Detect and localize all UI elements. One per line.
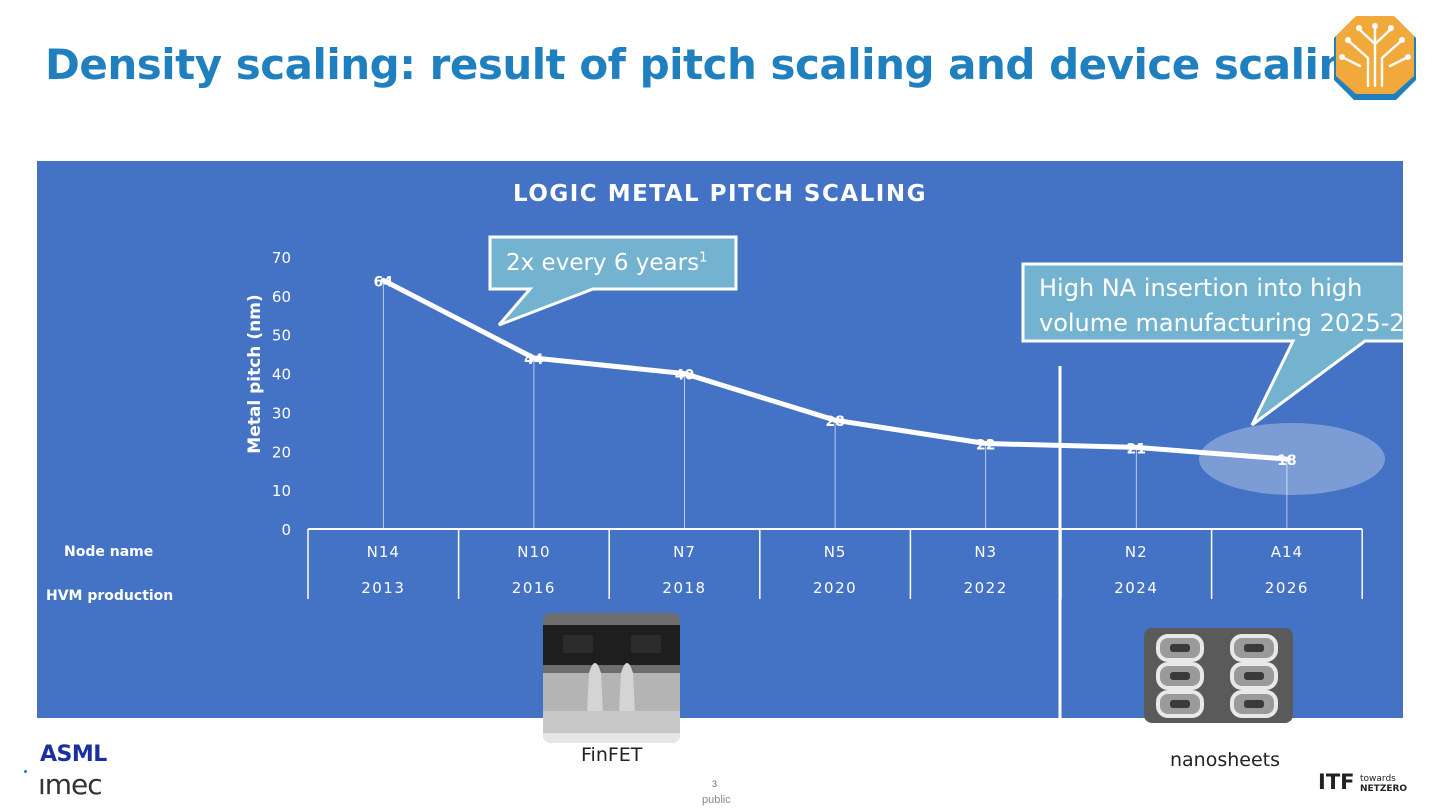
category-label: A14 [1271, 543, 1303, 561]
y-tick-label: 30 [272, 404, 291, 422]
data-label: 18 [1277, 453, 1296, 469]
y-axis-label: Metal pitch (nm) [245, 294, 265, 454]
year-label: 2016 [512, 579, 556, 597]
y-tick-label: 50 [272, 327, 291, 345]
year-label: 2018 [662, 579, 706, 597]
finfet-micrograph-icon [543, 613, 680, 743]
tree-chip-logo-icon [1334, 16, 1416, 100]
data-label: 64 [374, 274, 394, 290]
rate-callout-footnote: 1 [699, 250, 708, 266]
data-label: 40 [675, 368, 695, 384]
a14-highlight-ellipse [1199, 423, 1385, 495]
chart-title: LOGIC METAL PITCH SCALING [512, 181, 927, 207]
asml-logo: ASML [40, 742, 107, 767]
y-tick-label: 70 [272, 249, 291, 267]
y-tick-label: 60 [272, 288, 291, 306]
data-label: 22 [976, 438, 995, 454]
category-label: N7 [673, 543, 696, 561]
category-label: N3 [974, 543, 997, 561]
data-label: 21 [1127, 441, 1146, 457]
y-tick-label: 20 [272, 443, 291, 461]
category-label: N5 [824, 543, 847, 561]
bullet-dot [24, 770, 27, 773]
nanosheets-caption: nanosheets [1170, 749, 1281, 771]
timeline-divider-extension [1059, 718, 1062, 810]
itf-tagline: towards NETZERO [1360, 774, 1407, 794]
metal-pitch-series-line [380, 277, 1290, 462]
rate-callout-text: 2x every 6 years1 [506, 250, 707, 276]
high-na-callout-box [1021, 262, 1403, 427]
chart-panel: 0 10 20 30 40 50 60 70 N14 2013 N10 2016 N7 2018 N5 202… [37, 161, 1437, 718]
year-label: 2022 [964, 579, 1008, 597]
year-label: 2026 [1265, 579, 1309, 597]
rate-callout-label: 2x every 6 years [506, 250, 700, 276]
high-na-callout-line1: High NA insertion into high [1039, 274, 1363, 302]
y-tick-label: 0 [281, 521, 291, 539]
row-label-node: Node name [64, 544, 154, 560]
imec-logo: ımec [38, 768, 103, 801]
data-label: 28 [825, 414, 844, 430]
year-label: 2013 [361, 579, 405, 597]
category-label: N14 [367, 543, 400, 561]
rate-callout-box [488, 235, 738, 327]
page-number: 3 [712, 779, 718, 789]
category-label: N10 [517, 543, 550, 561]
classification-label: public [702, 794, 731, 806]
year-label: 2024 [1114, 579, 1158, 597]
metal-pitch-chart: 0 10 20 30 40 50 60 70 N14 2013 N10 2016 N7 2018 N5 202… [272, 235, 1403, 718]
y-tick-label: 40 [272, 366, 291, 384]
high-na-callout-line2: volume manufacturing 2025-2026 [1039, 306, 1437, 341]
category-label: N2 [1125, 543, 1148, 561]
y-tick-label: 10 [272, 482, 291, 500]
slide-title: Density scaling: result of pitch scaling… [45, 40, 1378, 89]
nanosheets-micrograph-icon [1144, 628, 1293, 723]
data-label: 44 [524, 352, 544, 368]
high-na-callout-text: High NA insertion into high volume manuf… [1039, 271, 1437, 341]
high-na-callout-line2-text: volume manufacturing 2025-2026 [1039, 309, 1437, 337]
nanosheets-image [1144, 628, 1293, 723]
row-label-hvm: HVM production [46, 588, 174, 604]
finfet-image [543, 613, 680, 743]
itf-tagline-top: towards [1360, 774, 1396, 784]
finfet-caption: FinFET [581, 744, 643, 766]
itf-tagline-bottom: NETZERO [1360, 784, 1408, 794]
year-label: 2020 [813, 579, 857, 597]
itf-logo: ITF [1318, 770, 1355, 794]
